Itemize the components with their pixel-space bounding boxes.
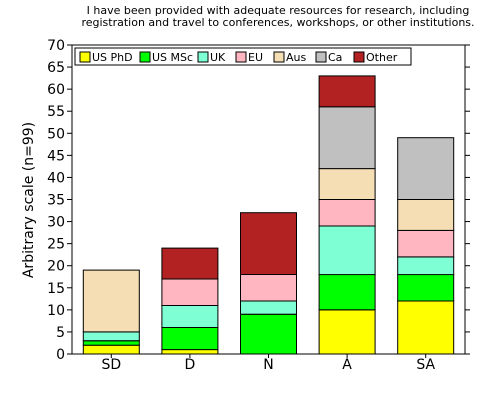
legend-label-ca: Ca (328, 51, 342, 64)
bar-segment-sd-aus (82, 269, 140, 333)
y-tick-label-55: 55 (47, 104, 65, 120)
bar-segment-n-other (240, 212, 297, 275)
bar-segment-sa-aus (397, 199, 455, 231)
chart-title-line-1: I have been provided with adequate resou… (87, 4, 470, 17)
bar-segment-n-uk (240, 300, 297, 315)
y-tick-label-25: 25 (47, 237, 65, 253)
bar-segment-sa-eu (397, 229, 455, 258)
chart-title-line-2: registration and travel to conferences, … (81, 16, 474, 29)
y-tick-label-50: 50 (47, 126, 65, 142)
y-tick-label-70: 70 (47, 38, 65, 54)
y-tick-label-45: 45 (47, 148, 65, 164)
bar-segment-a-ca (318, 106, 376, 170)
bar-segment-sd-us-msc (82, 340, 140, 346)
legend-swatch-aus (273, 51, 285, 63)
x-tick-label-n: N (263, 357, 273, 373)
legend-swatch-other (353, 51, 365, 63)
bar-segment-sa-us-phd (397, 300, 455, 355)
legend-label-eu: EU (248, 51, 263, 64)
bar-segment-a-uk (318, 225, 376, 276)
bar-segment-a-other (318, 75, 376, 108)
legend-label-us-phd: US PhD (92, 51, 133, 64)
bar-segment-a-us-phd (318, 309, 376, 355)
bar-segment-d-us-msc (161, 327, 219, 351)
bar-segment-n-eu (240, 274, 297, 302)
legend-label-aus: Aus (286, 51, 306, 64)
bar-segment-d-us-phd (161, 349, 219, 355)
y-tick-label-5: 5 (56, 325, 65, 341)
legend-swatch-uk (197, 51, 209, 63)
bar-segment-d-other (161, 247, 219, 280)
legend-label-uk: UK (210, 51, 226, 64)
bar-segment-a-aus (318, 168, 376, 201)
legend-swatch-us-phd (79, 51, 91, 63)
x-tick-label-sd: SD (101, 357, 121, 373)
legend: US PhD US MSc UK EU Aus Ca Other (74, 47, 412, 66)
x-tick-label-d: D (185, 357, 196, 373)
y-tick-label-35: 35 (47, 193, 65, 209)
y-tick-label-60: 60 (47, 82, 65, 98)
bar-segment-d-eu (161, 278, 219, 306)
bar-segment-sa-uk (397, 256, 455, 276)
y-tick-label-0: 0 (56, 347, 65, 363)
legend-swatch-eu (235, 51, 247, 63)
y-tick-label-20: 20 (47, 259, 65, 275)
y-tick-label-30: 30 (47, 215, 65, 231)
legend-label-other: Other (366, 51, 398, 64)
y-tick-label-40: 40 (47, 170, 65, 186)
bar-segment-sa-ca (397, 137, 455, 200)
bar-segment-sa-us-msc (397, 274, 455, 302)
y-axis-label: Arbitrary scale (n=99) (21, 122, 37, 278)
bar-segment-n-us-msc (240, 313, 297, 355)
y-tick-label-10: 10 (47, 303, 65, 319)
plot-frame (71, 44, 466, 355)
legend-swatch-us-msc (139, 51, 151, 63)
x-tick-label-sa: SA (416, 357, 435, 373)
y-tick-label-15: 15 (47, 281, 65, 297)
bar-segment-sd-uk (82, 331, 140, 342)
bar-segment-a-us-msc (318, 274, 376, 311)
bar-segment-d-uk (161, 304, 219, 328)
bar-segment-a-eu (318, 199, 376, 227)
x-tick-label-a: A (342, 357, 352, 373)
legend-label-us-msc: US MSc (152, 51, 193, 64)
plot-area: SD D N A SA 0 5 10 15 20 25 30 35 40 45 50 55 60 65 70 US Ph… (47, 38, 470, 373)
legend-swatch-ca (315, 51, 327, 63)
bar-segment-sd-us-phd (82, 344, 140, 355)
y-tick-label-65: 65 (47, 60, 65, 76)
